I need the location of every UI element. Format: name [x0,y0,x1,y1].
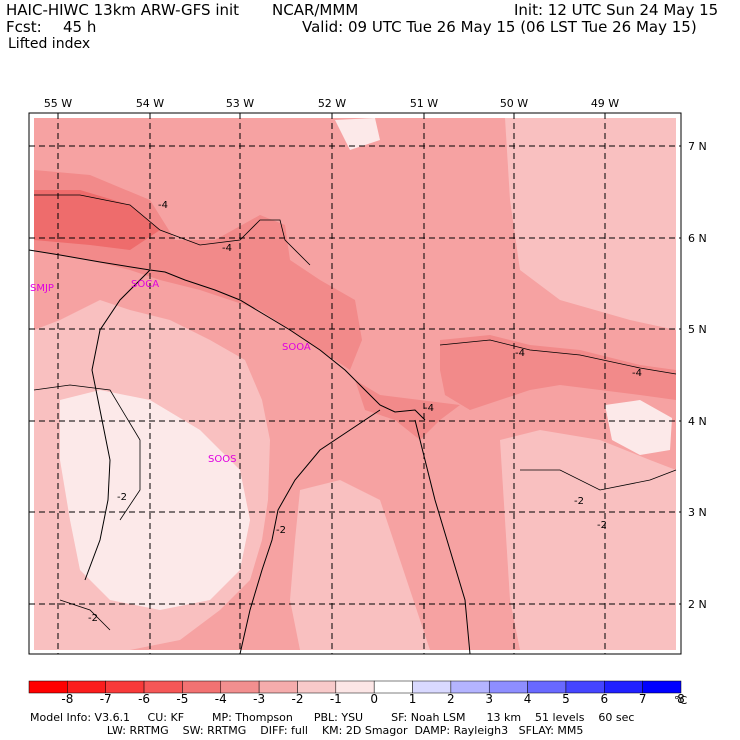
lat-label: 4 N [688,415,707,428]
contour-minus4 [34,194,311,266]
station-label: SMJP [30,283,54,294]
colorbar-tick-label: -7 [99,692,112,706]
colorbar-tick-label: 6 [600,692,609,706]
contour-minus2 [33,384,141,521]
contour-minus4 [439,339,677,375]
colorbar-tick-label: -5 [176,692,189,706]
forecast-label: Fcst: [6,18,42,36]
model-title: HAIC-HIWC 13km ARW-GFS init [6,1,240,19]
lat-label: 2 N [688,598,707,611]
contour-labels: -4 -4 -4 -4 -4 -2 -2 -2 -2 -2 [88,200,642,624]
field-warm-patch [605,400,672,455]
contours [33,194,677,631]
lon-label: 52 W [318,97,346,110]
colorbar-tick-label: 2 [447,692,455,706]
lat-label: 6 N [688,232,707,245]
field-light-region [500,430,676,650]
org-label: NCAR/MMM [272,1,359,19]
colorbar-swatch [642,680,682,694]
colorbar-unit: °C [674,694,688,707]
lat-label: 7 N [688,140,707,153]
colorbar-tick-label: 5 [562,692,570,706]
lat-labels: 7 N 6 N 5 N 4 N 3 N 2 N [688,140,707,611]
field-strong-region [440,335,676,410]
contour-label: -4 [158,200,168,211]
field-light-region [505,118,676,330]
field-light-region [290,480,430,650]
field-name: Lifted index [8,36,91,52]
border-mid [239,409,381,655]
colorbar-tick-label: -3 [253,692,266,706]
lon-label: 49 W [591,97,619,110]
colorbar-tick-label: -6 [138,692,151,706]
colorbar-tick-label: 0 [370,692,378,706]
field-warm-patch [335,118,380,150]
valid-time: Valid: 09 UTC Tue 26 May 15 (06 LST Tue … [302,18,697,36]
lat-label: 3 N [688,506,707,519]
contour-label: -4 [222,243,232,254]
contour-label: -2 [117,492,127,503]
contour-label: -2 [574,496,584,507]
contour-label: -4 [632,368,642,379]
colorbar [28,680,682,694]
contour-minus2 [59,599,111,631]
colorbar-tick-label: -8 [61,692,74,706]
contour-label: -2 [597,520,607,531]
colorbar-tick-label: 4 [523,692,532,706]
stations: SMJP SOCA SOOA SOOS [30,279,311,465]
colorbar-tick-label: -4 [214,692,227,706]
border-west [84,269,151,581]
coastline [28,249,426,421]
colorbar-tick-label: 7 [638,692,647,706]
colorbar-tick-label: -2 [291,692,304,706]
contour-label: -4 [424,403,434,414]
lon-label: 54 W [136,97,164,110]
contour-label: -4 [515,348,525,359]
lon-label: 53 W [226,97,254,110]
lon-labels: 55 W 54 W 53 W 52 W 51 W 50 W 49 W [44,97,619,110]
contour-label: -2 [276,525,286,536]
colorbar-tick-label: 1 [408,692,417,706]
model-info-line1: Model Info: V3.6.1 CU: KF MP: Thompson P… [30,711,635,724]
coastline-borders [28,249,471,655]
border-east [414,419,471,655]
init-time: Init: 12 UTC Sun 24 May 15 [514,1,719,19]
lat-lon-grid [29,113,681,654]
lat-label: 5 N [688,323,707,336]
colorbar-tick-label: 8 [677,692,685,706]
colorbar-tick-label: 3 [485,692,494,706]
station-label: SOOA [282,342,311,353]
field-strong-region [355,380,460,440]
model-info-line2: LW: RRTMG SW: RRTMG DIFF: full KM: 2D Sm… [30,724,584,737]
contour-minus2 [520,469,677,491]
station-label: SOCA [131,279,159,290]
contour-label: -2 [88,613,98,624]
lon-label: 50 W [500,97,528,110]
colorbar-tick-label: -1 [329,692,342,706]
station-label: SOOS [208,454,236,465]
forecast-hours: 45 h [63,18,97,36]
lon-label: 51 W [410,97,438,110]
lon-label: 55 W [44,97,72,110]
